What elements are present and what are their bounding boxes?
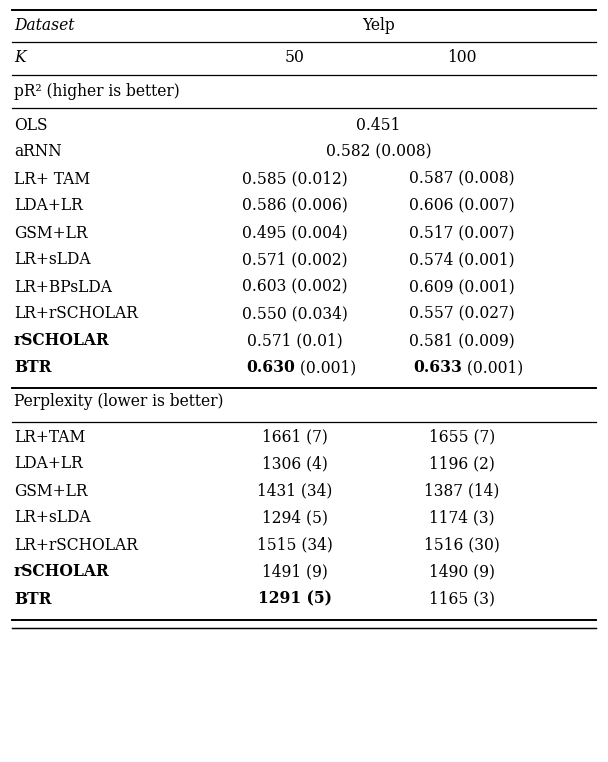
Text: Yelp: Yelp — [362, 17, 395, 34]
Text: 0.517 (0.007): 0.517 (0.007) — [409, 225, 515, 242]
Text: Dataset: Dataset — [14, 17, 75, 34]
Text: 0.630: 0.630 — [246, 360, 295, 376]
Text: 100: 100 — [447, 50, 477, 66]
Text: aRNN: aRNN — [14, 143, 62, 161]
Text: 0.495 (0.004): 0.495 (0.004) — [242, 225, 348, 242]
Text: (0.001): (0.001) — [295, 360, 356, 376]
Text: 1490 (9): 1490 (9) — [429, 564, 495, 581]
Text: 1174 (3): 1174 (3) — [429, 510, 495, 527]
Text: BTR: BTR — [14, 591, 52, 607]
Text: 0.574 (0.001): 0.574 (0.001) — [409, 251, 515, 268]
Text: OLS: OLS — [14, 117, 47, 133]
Text: 0.557 (0.027): 0.557 (0.027) — [409, 306, 515, 322]
Text: 1491 (9): 1491 (9) — [262, 564, 328, 581]
Text: 0.571 (0.01): 0.571 (0.01) — [247, 332, 343, 350]
Text: 1196 (2): 1196 (2) — [429, 456, 495, 472]
Text: 0.587 (0.008): 0.587 (0.008) — [409, 171, 515, 187]
Text: 0.585 (0.012): 0.585 (0.012) — [242, 171, 348, 187]
Text: LR+BPsLDA: LR+BPsLDA — [14, 278, 112, 296]
Text: rSCHOLAR: rSCHOLAR — [14, 564, 110, 581]
Text: Perplexity (lower is better): Perplexity (lower is better) — [14, 393, 224, 411]
Text: 0.582 (0.008): 0.582 (0.008) — [326, 143, 431, 161]
Text: 1516 (30): 1516 (30) — [424, 536, 500, 553]
Text: LR+sLDA: LR+sLDA — [14, 510, 91, 527]
Text: 1387 (14): 1387 (14) — [424, 482, 500, 500]
Text: LR+ TAM: LR+ TAM — [14, 171, 90, 187]
Text: LR+rSCHOLAR: LR+rSCHOLAR — [14, 306, 138, 322]
Text: 1291 (5): 1291 (5) — [258, 591, 332, 607]
Text: LDA+LR: LDA+LR — [14, 456, 83, 472]
Text: 0.581 (0.009): 0.581 (0.009) — [409, 332, 515, 350]
Text: LR+TAM: LR+TAM — [14, 428, 85, 446]
Text: 0.633: 0.633 — [413, 360, 462, 376]
Text: 0.586 (0.006): 0.586 (0.006) — [242, 197, 348, 214]
Text: 1294 (5): 1294 (5) — [262, 510, 328, 527]
Text: 1165 (3): 1165 (3) — [429, 591, 495, 607]
Text: 1431 (34): 1431 (34) — [257, 482, 333, 500]
Text: 0.606 (0.007): 0.606 (0.007) — [409, 197, 515, 214]
Text: 0.603 (0.002): 0.603 (0.002) — [242, 278, 348, 296]
Text: pR² (higher is better): pR² (higher is better) — [14, 84, 180, 101]
Text: K: K — [14, 50, 26, 66]
Text: 0.571 (0.002): 0.571 (0.002) — [242, 251, 348, 268]
Text: (0.001): (0.001) — [462, 360, 523, 376]
Text: LR+sLDA: LR+sLDA — [14, 251, 91, 268]
Text: 0.550 (0.034): 0.550 (0.034) — [242, 306, 348, 322]
Text: 1655 (7): 1655 (7) — [429, 428, 495, 446]
Text: 1306 (4): 1306 (4) — [262, 456, 328, 472]
Text: BTR: BTR — [14, 360, 52, 376]
Text: 1515 (34): 1515 (34) — [257, 536, 333, 553]
Text: 1661 (7): 1661 (7) — [262, 428, 328, 446]
Text: 0.451: 0.451 — [356, 117, 401, 133]
Text: LDA+LR: LDA+LR — [14, 197, 83, 214]
Text: 50: 50 — [285, 50, 305, 66]
Text: 0.609 (0.001): 0.609 (0.001) — [409, 278, 515, 296]
Text: GSM+LR: GSM+LR — [14, 225, 88, 242]
Text: rSCHOLAR: rSCHOLAR — [14, 332, 110, 350]
Text: LR+rSCHOLAR: LR+rSCHOLAR — [14, 536, 138, 553]
Text: GSM+LR: GSM+LR — [14, 482, 88, 500]
